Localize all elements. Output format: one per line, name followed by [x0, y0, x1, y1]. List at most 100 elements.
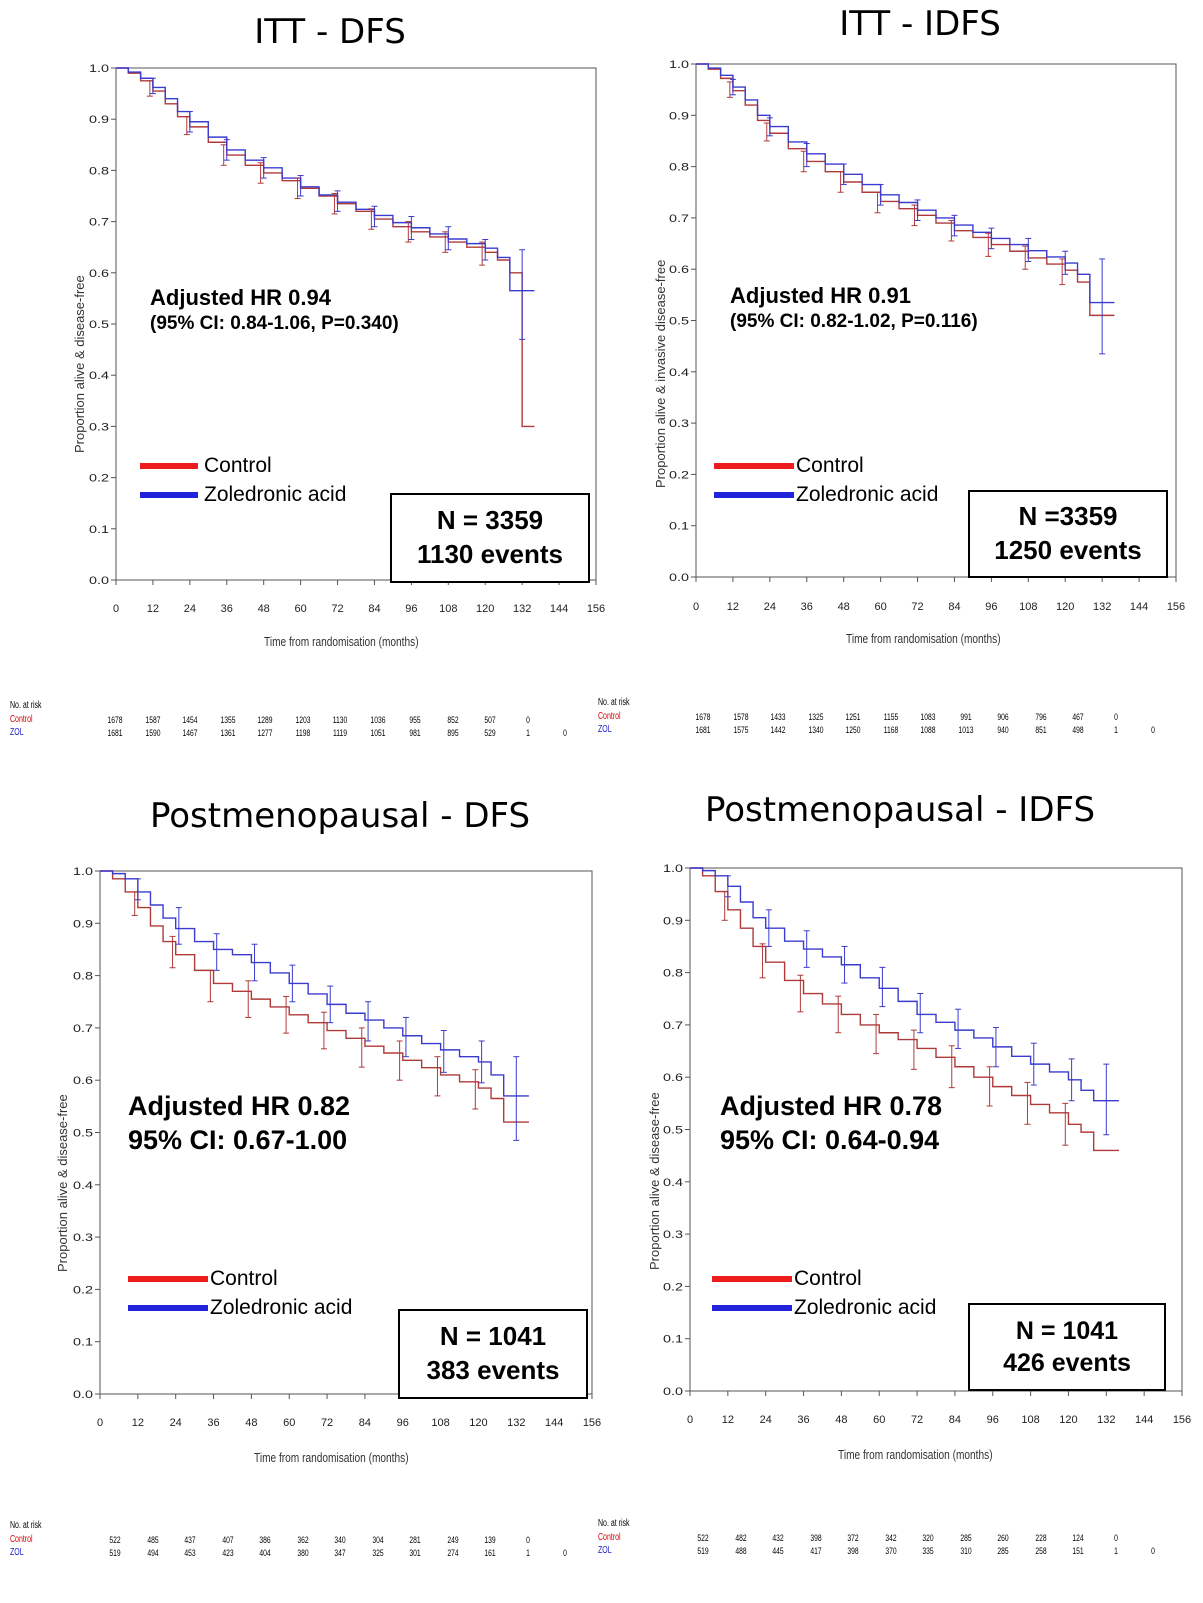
confidence-interval-bar — [440, 1030, 447, 1073]
y-tick-label: 0.5 — [663, 1125, 683, 1137]
confidence-interval-bar — [442, 231, 449, 253]
hazard-ratio-line: Adjusted HR 0.82 — [128, 1091, 351, 1121]
confidence-interval-bar — [213, 933, 220, 971]
confidence-interval-bar — [513, 1056, 520, 1141]
risk-count: 482 — [734, 1533, 747, 1543]
confidence-interval-bar — [985, 232, 992, 257]
x-tick-label: 108 — [431, 1417, 449, 1429]
risk-count: 519 — [109, 1548, 121, 1558]
chart-panel-postmenopausal-dfs: Postmenopausal - DFS 0.0 0.1 0.2 0.3 0.4 0.5 0… — [0, 780, 601, 1603]
risk-count: 0 — [525, 715, 530, 725]
risk-count: 0 — [563, 728, 567, 738]
x-tick-label: 0 — [97, 1417, 103, 1429]
confidence-interval-bar — [948, 1045, 955, 1089]
confidence-interval-bar — [251, 943, 258, 982]
confidence-interval-bar — [1030, 1042, 1037, 1086]
confidence-interval-bar — [986, 1066, 993, 1107]
legend: Control Zoledronic acid — [712, 1264, 936, 1322]
km-curve-zoledronic-acid — [690, 867, 1119, 1102]
confidence-interval-bar — [146, 80, 153, 97]
chart-panel-itt-dfs: ITT - DFS 0.0 0.1 0.2 0.3 0.4 0.5 0.6 0.7 0.8 0.9… — [0, 0, 605, 760]
confidence-interval-bar — [765, 909, 772, 947]
risk-row-label: ZOL — [598, 1545, 612, 1556]
risk-row-label: ZOL — [598, 724, 612, 735]
x-tick-label: 156 — [1167, 601, 1185, 613]
risk-count: 1590 — [144, 728, 161, 738]
x-tick-label: 36 — [797, 1414, 809, 1426]
y-tick-label: 0.8 — [663, 968, 683, 980]
x-tick-label: 84 — [948, 601, 960, 613]
risk-count: 260 — [997, 1533, 1009, 1543]
risk-count: 507 — [484, 715, 496, 725]
y-tick-label: 0.2 — [663, 1281, 683, 1293]
confidence-interval-bar — [169, 935, 176, 969]
sample-size-box: N = 1041 383 events — [398, 1309, 588, 1399]
confidence-interval-bar — [1103, 1063, 1110, 1136]
confidence-interval-bar — [841, 945, 848, 984]
x-tick-label: 60 — [294, 603, 306, 615]
confidence-interval-bar — [365, 1001, 372, 1042]
x-tick-label: 96 — [397, 1417, 409, 1429]
confidence-interval-bar — [331, 192, 338, 215]
risk-count: 1277 — [257, 728, 273, 738]
y-tick-label: 0.7 — [73, 1023, 93, 1035]
x-tick-label: 84 — [368, 603, 380, 615]
x-tick-label: 144 — [1135, 1414, 1153, 1426]
risk-count: 437 — [184, 1535, 196, 1545]
km-curve-zoledronic-acid — [116, 67, 535, 292]
x-tick-label: 144 — [550, 603, 568, 615]
risk-table-header: No. at risk — [598, 1518, 630, 1529]
x-tick-label: 96 — [985, 601, 997, 613]
risk-count: 1 — [1113, 725, 1118, 735]
risk-count: 906 — [997, 712, 1009, 722]
legend: Control Zoledronic acid — [714, 451, 938, 509]
x-axis-label: Time from randomisation (months) — [254, 1450, 409, 1465]
n-label: N = 1041 — [1015, 1316, 1119, 1345]
risk-count: 1130 — [332, 715, 348, 725]
legend-item-zoledronic-acid: Zoledronic acid — [714, 480, 938, 509]
y-tick-label: 0.9 — [73, 918, 93, 930]
risk-table: No. at risk Control 1678 1587 1454 1355 1289 12… — [10, 700, 600, 750]
y-axis-label: Proportion alive & disease-free — [647, 1092, 662, 1270]
y-tick-label: 0.6 — [89, 268, 109, 280]
risk-count: 0 — [1113, 712, 1118, 722]
risk-count: 981 — [409, 728, 421, 738]
confidence-interval-bar — [763, 122, 770, 142]
x-tick-label: 120 — [476, 603, 494, 615]
risk-count: 851 — [1034, 725, 1047, 735]
confidence-interval-bar — [951, 214, 958, 237]
n-label: N = 1041 — [439, 1321, 547, 1352]
risk-count: 1036 — [369, 715, 386, 725]
risk-count: 494 — [146, 1548, 159, 1558]
legend-swatch-zoledronic-acid — [140, 491, 198, 498]
risk-count: 362 — [296, 1535, 309, 1545]
risk-count: 895 — [446, 728, 459, 738]
x-tick-label: 156 — [587, 603, 605, 615]
hazard-ratio-line: Adjusted HR 0.91 — [730, 283, 911, 308]
legend-label-control: Control — [794, 1267, 862, 1290]
risk-row-label: Control — [598, 1532, 621, 1543]
x-tick-label: 48 — [838, 601, 850, 613]
y-tick-label: 0.0 — [669, 572, 689, 584]
risk-count: 1 — [525, 1548, 530, 1558]
confidence-interval-bar — [724, 875, 731, 898]
risk-count: 335 — [922, 1546, 934, 1556]
x-tick-label: 24 — [760, 1414, 772, 1426]
risk-count: 522 — [697, 1533, 709, 1543]
risk-count: 281 — [409, 1535, 421, 1545]
risk-count: 1454 — [182, 715, 198, 725]
chart-title: Postmenopausal - DFS — [149, 796, 531, 836]
legend-swatch-zoledronic-acid — [712, 1304, 792, 1311]
km-curve-zoledronic-acid — [100, 870, 529, 1097]
confidence-interval-bar — [519, 249, 526, 340]
x-tick-label: 132 — [1097, 1414, 1115, 1426]
confidence-interval-bar — [835, 995, 842, 1034]
confidence-interval-bar — [368, 208, 375, 230]
risk-count: 852 — [446, 715, 459, 725]
risk-count: 485 — [146, 1535, 159, 1545]
confidence-interval-bar — [874, 191, 881, 214]
events-label: 1250 events — [994, 535, 1142, 565]
y-tick-label: 1.0 — [669, 59, 689, 71]
y-tick-label: 0.3 — [663, 1229, 683, 1241]
risk-count: 1340 — [807, 725, 824, 735]
